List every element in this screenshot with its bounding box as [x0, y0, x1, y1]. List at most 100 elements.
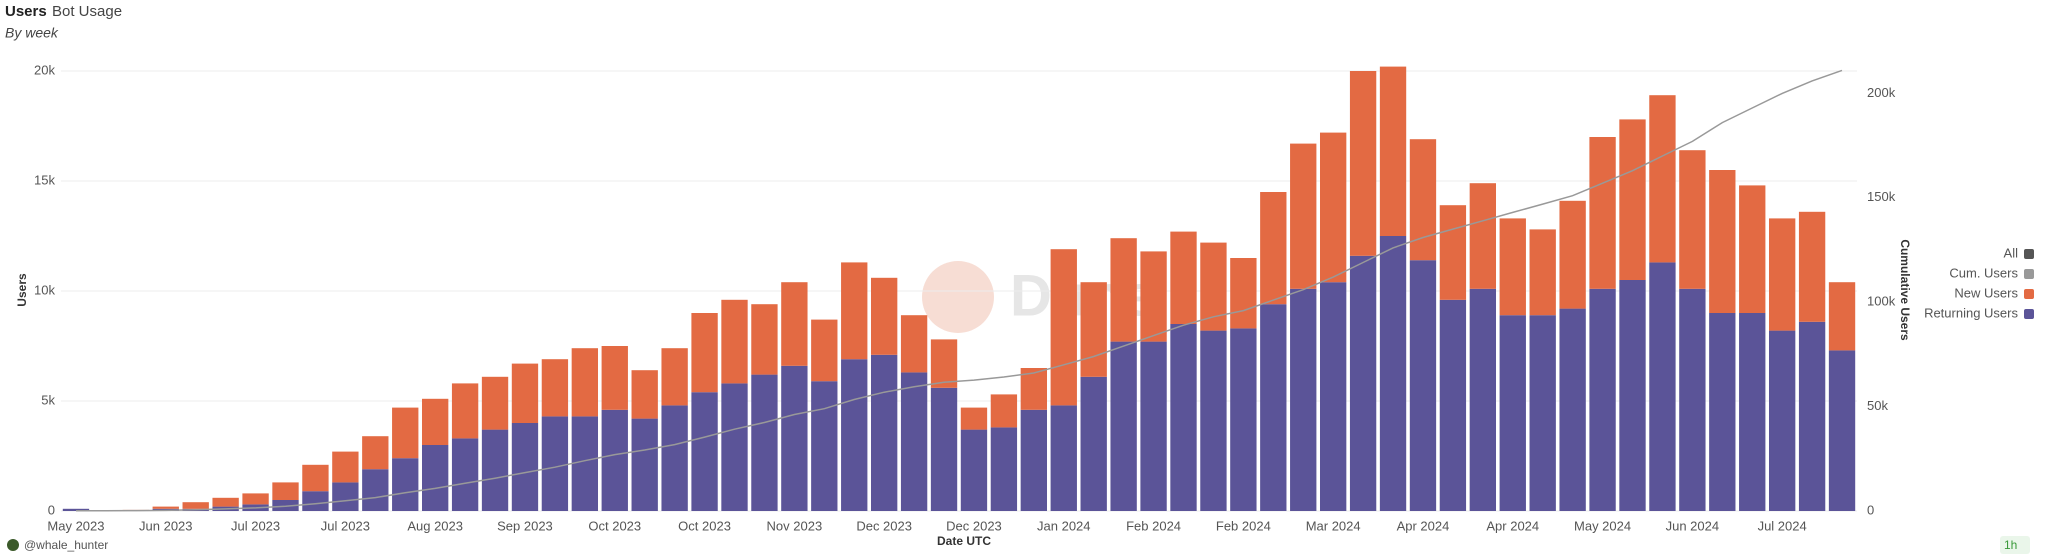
bar-segment [661, 348, 688, 406]
author[interactable]: @whale_hunter [24, 538, 108, 552]
x-tick-label: May 2024 [1574, 518, 1631, 533]
bar-segment [1349, 71, 1377, 256]
bar-segment [332, 451, 359, 483]
x-tick-label: Jul 2023 [321, 518, 370, 533]
bar-segment [242, 493, 269, 505]
bar-segment [601, 346, 628, 410]
bar-segment [1140, 251, 1167, 342]
bar-segment [631, 370, 658, 419]
x-tick-label: Aug 2023 [407, 518, 463, 533]
bar-segment [1828, 350, 1856, 511]
bar-segment [302, 464, 329, 492]
bar-segment [721, 299, 748, 384]
bar-segment [392, 407, 419, 459]
bar-segment [1409, 260, 1437, 511]
y2-tick-label: 100k [1867, 294, 1896, 309]
bar-segment [1619, 280, 1646, 511]
y2-tick-label: 150k [1867, 189, 1896, 204]
x-tick-label: Feb 2024 [1126, 518, 1181, 533]
x-tick-label: Dec 2023 [856, 518, 912, 533]
bar-segment [1170, 324, 1197, 511]
x-tick-label: Sep 2023 [497, 518, 553, 533]
bar-segment [990, 394, 1018, 428]
legend-label: Returning Users [1924, 305, 2018, 320]
refresh-badge[interactable] [2000, 536, 2030, 554]
bar-segment [811, 381, 838, 511]
bar-segment [870, 277, 898, 355]
y-tick-label: 10k [34, 282, 55, 297]
x-tick-label: May 2023 [47, 518, 104, 533]
bar-segment [691, 313, 718, 393]
bar-segment [1739, 185, 1766, 313]
bar-segment [751, 374, 778, 511]
watermark-logo [922, 261, 994, 333]
legend-swatch[interactable] [2024, 249, 2034, 259]
bar-segment [1798, 211, 1826, 322]
bar-segment [571, 348, 599, 417]
subtitle: By week [5, 25, 59, 41]
bar-segment [1080, 376, 1107, 511]
legend-swatch[interactable] [2024, 269, 2034, 279]
bar-segment [691, 392, 718, 511]
bar-segment [272, 482, 299, 500]
y-tick-label: 20k [34, 62, 55, 77]
bar-segment [332, 482, 359, 511]
bar-segment [1529, 315, 1556, 511]
bar-segment [1260, 192, 1287, 305]
bar-segment [1020, 409, 1048, 511]
bar-segment [781, 365, 808, 511]
bar-segment [1649, 95, 1676, 263]
bar-segment [1020, 368, 1048, 410]
bar-segment [721, 383, 748, 511]
bar-segment [362, 469, 389, 511]
y-axis-label: Users [15, 273, 29, 307]
x-tick-label: Feb 2024 [1216, 518, 1271, 533]
bar-segment [1828, 282, 1856, 351]
bar-segment [1649, 262, 1676, 511]
bar-segment [1140, 341, 1167, 511]
x-tick-label: Jan 2024 [1037, 518, 1091, 533]
bar-segment [601, 409, 628, 511]
x-tick-label: Jun 2024 [1666, 518, 1720, 533]
bar-segment [1798, 321, 1826, 511]
x-tick-label: Jul 2023 [231, 518, 280, 533]
x-tick-label: Nov 2023 [767, 518, 823, 533]
x-tick-label: Oct 2023 [678, 518, 731, 533]
bar-segment [1260, 304, 1287, 511]
bar-segment [481, 429, 509, 511]
bar-segment [1499, 218, 1526, 316]
bar-segment [900, 372, 928, 511]
y-tick-label: 0 [48, 502, 55, 517]
bar-segment [1529, 229, 1556, 316]
bar-segment [541, 359, 569, 417]
x-tick-label: Jul 2024 [1758, 518, 1807, 533]
bar-segment [392, 458, 419, 511]
grid [61, 70, 1857, 512]
x-tick-label: Jun 2023 [139, 518, 193, 533]
bar-segment [1230, 258, 1257, 329]
bar-segment [1739, 313, 1766, 511]
bar-segment [1379, 236, 1407, 511]
bar-segment [511, 363, 539, 423]
tab[interactable]: Bot Usage [52, 3, 122, 20]
bar-segment [1200, 330, 1227, 511]
legend-label: Cum. Users [1949, 265, 2018, 280]
legend-swatch[interactable] [2024, 309, 2034, 319]
refresh-label: 1h [2004, 538, 2017, 552]
legend-swatch[interactable] [2024, 289, 2034, 299]
bar-segment [302, 491, 329, 511]
bar-segment [1619, 119, 1646, 281]
legend-label: All [2004, 245, 2019, 260]
bar-segment [1409, 139, 1437, 261]
x-tick-label: Apr 2024 [1397, 518, 1450, 533]
y2-tick-label: 50k [1867, 398, 1888, 413]
bar-segment [1679, 150, 1706, 289]
bar-segment [1439, 299, 1467, 511]
x-tick-label: Apr 2024 [1486, 518, 1539, 533]
bar-segment [781, 282, 808, 366]
bar-segment [212, 497, 239, 507]
bar-segment [1050, 405, 1077, 511]
bar-segment [841, 359, 868, 511]
bar-segment [960, 407, 988, 430]
